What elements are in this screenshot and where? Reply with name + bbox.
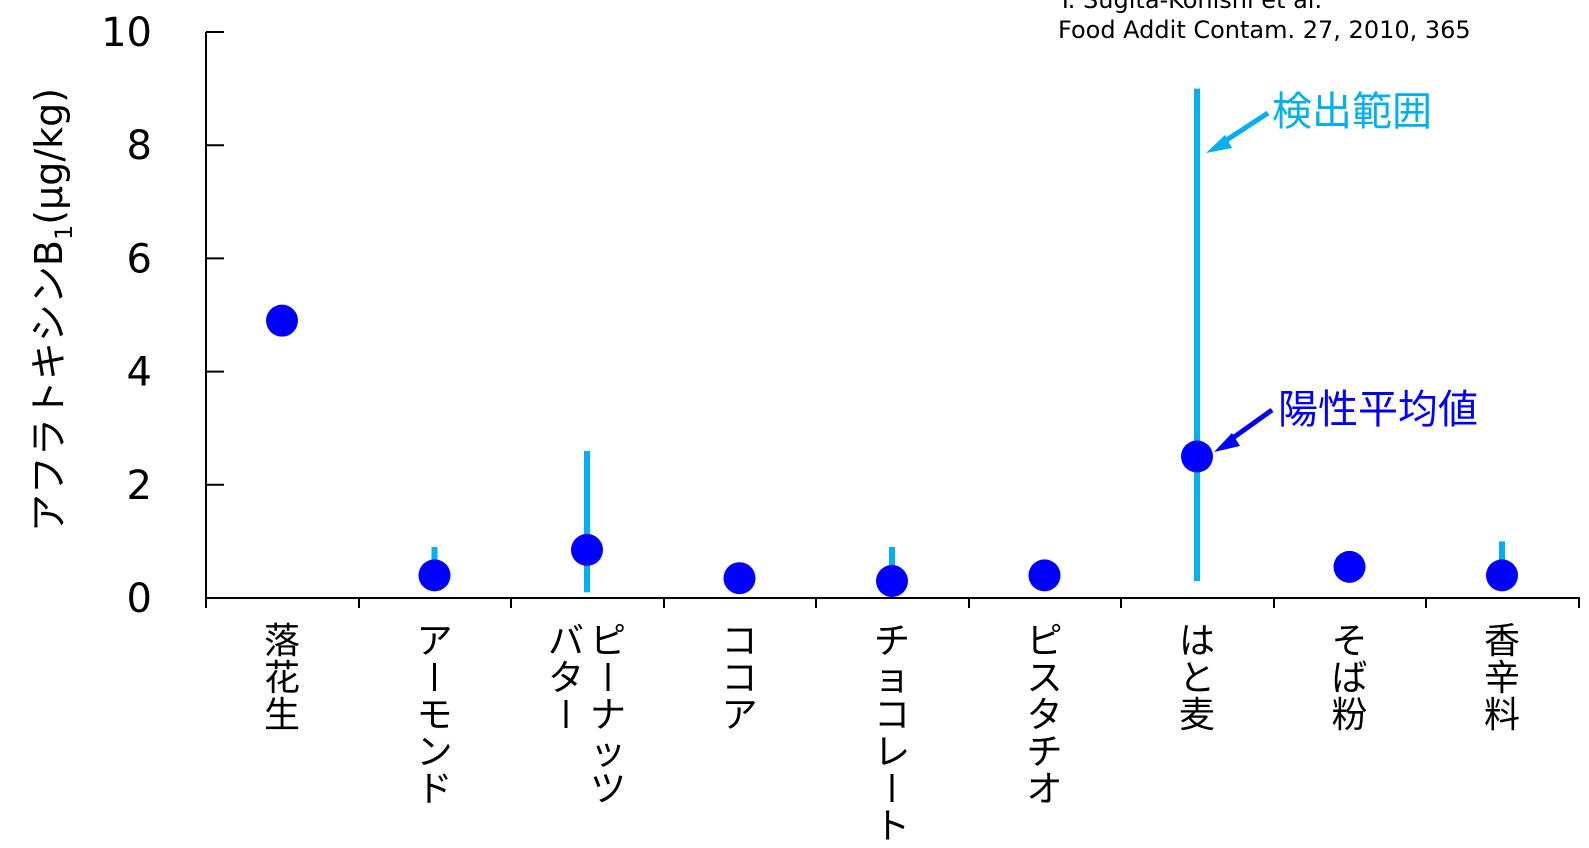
- category-label-char: ド: [416, 769, 452, 810]
- category-label-char: コ: [721, 621, 757, 662]
- mean-dot: [418, 559, 451, 592]
- category-label-char: タ: [548, 658, 584, 699]
- y-axis-title-subscript: 1: [50, 225, 78, 240]
- svg-text:アフラトキシンB1(μg/kg): アフラトキシンB1(μg/kg): [27, 88, 78, 532]
- y-tick-label: 2: [127, 463, 152, 509]
- category-label-char: ツ: [590, 769, 626, 810]
- category-label-char: ピ: [1026, 621, 1062, 662]
- y-tick-label: 10: [101, 10, 152, 56]
- citation-line-1: Y. Sugita-Konishi et al.: [1057, 0, 1322, 14]
- category-label-char: と: [1179, 658, 1215, 699]
- mean-annotation: 陽性平均値: [1214, 387, 1478, 452]
- mean-annotation-arrow-head: [1214, 433, 1240, 452]
- category-label-char: ッ: [590, 732, 626, 773]
- range-annotation: 検出範囲: [1206, 89, 1432, 153]
- y-tick-label: 0: [127, 576, 152, 622]
- category-label-char: コ: [721, 658, 757, 699]
- category-label-char: は: [1179, 621, 1215, 662]
- x-axis-ticks: [205, 598, 1580, 608]
- category-label-char: モ: [416, 695, 452, 736]
- range-annotation-arrow-head: [1206, 135, 1232, 153]
- category-label-char: ト: [874, 806, 910, 847]
- mean-dot: [723, 562, 756, 595]
- category-label-char: オ: [1026, 769, 1062, 810]
- range-annotation-arrow-line: [1220, 110, 1270, 146]
- range-annotation-label: 検出範囲: [1272, 89, 1432, 135]
- mean-dot: [1028, 559, 1061, 592]
- category-label-char: バ: [548, 621, 584, 662]
- axes: [205, 32, 1580, 599]
- category-label-char: ョ: [874, 658, 910, 699]
- category-label-char: 辛: [1484, 658, 1520, 699]
- y-tick-label: 6: [127, 236, 152, 282]
- category-label-char: ピ: [590, 621, 626, 662]
- category-label-char: コ: [874, 695, 910, 736]
- mean-dot: [876, 565, 908, 598]
- category-label-char: ナ: [590, 695, 626, 736]
- mean-dot: [1181, 440, 1213, 473]
- y-tick-label: 4: [127, 350, 152, 396]
- category-label-char: 落: [264, 621, 300, 662]
- category-label-char: 粉: [1331, 695, 1367, 736]
- category-label-char: 香: [1484, 621, 1520, 662]
- category-label-char: レ: [874, 732, 910, 773]
- category-label-char: 料: [1484, 695, 1520, 736]
- category-label-char: ば: [1331, 658, 1367, 699]
- category-label-char: ア: [721, 695, 757, 736]
- range-bars: [431, 88, 1505, 593]
- y-tick-label: 8: [127, 123, 152, 169]
- y-axis-title: アフラトキシンB1(μg/kg): [27, 88, 78, 532]
- category-label-char: チ: [1026, 732, 1062, 773]
- citation: Y. Sugita-Konishi et al. Food Addit Cont…: [1057, 0, 1471, 44]
- category-label-char: 麦: [1179, 695, 1215, 736]
- category-label-char: そ: [1331, 621, 1367, 662]
- mean-dot: [571, 533, 603, 566]
- citation-line-2: Food Addit Contam. 27, 2010, 365: [1058, 16, 1471, 44]
- y-axis-ticks: 0 2 4 6 8 10: [101, 10, 224, 622]
- mean-dot: [1333, 550, 1366, 583]
- category-label-char: 花: [264, 658, 300, 699]
- y-axis-title-unit: (μg/kg): [27, 88, 71, 225]
- mean-dots: [266, 304, 1518, 598]
- mean-annotation-arrow-line: [1228, 407, 1274, 443]
- mean-dot: [1486, 559, 1518, 592]
- category-label-char: ア: [416, 621, 452, 662]
- category-label-char: 生: [264, 695, 300, 736]
- mean-annotation-label: 陽性平均値: [1278, 387, 1478, 433]
- category-label-char: ス: [1026, 658, 1062, 699]
- category-label-char: ン: [416, 732, 452, 773]
- category-label-char: チ: [874, 621, 910, 662]
- category-label-char: タ: [1026, 695, 1062, 736]
- mean-dot: [266, 304, 298, 337]
- y-axis-title-main: アフラトキシンB: [27, 240, 71, 532]
